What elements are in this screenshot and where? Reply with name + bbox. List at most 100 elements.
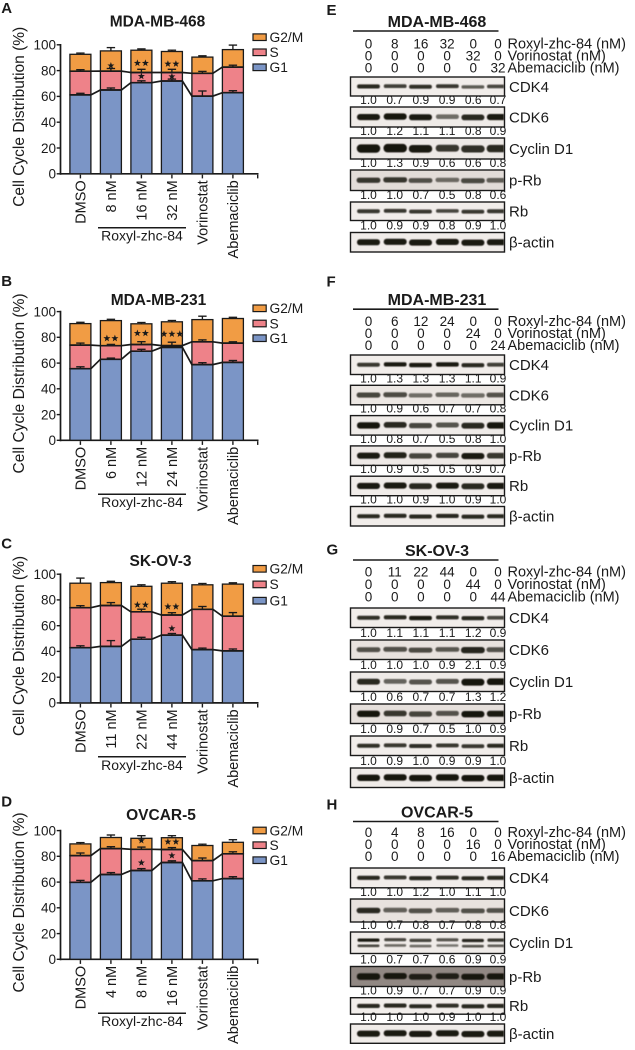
svg-text:1.0: 1.0 (490, 219, 507, 233)
svg-text:CDK4: CDK4 (509, 870, 549, 887)
svg-text:0: 0 (365, 48, 373, 63)
svg-text:β-actin: β-actin (509, 1026, 554, 1043)
svg-text:0: 0 (417, 577, 425, 592)
svg-text:S: S (270, 316, 279, 331)
svg-text:0: 0 (443, 577, 451, 592)
svg-text:1.0: 1.0 (490, 885, 507, 899)
svg-text:44 nM: 44 nM (165, 709, 181, 749)
svg-text:CDK4: CDK4 (509, 79, 549, 96)
svg-text:0.8: 0.8 (439, 219, 456, 233)
svg-text:G1: G1 (270, 853, 288, 868)
svg-text:C: C (1, 536, 12, 553)
svg-text:80: 80 (41, 849, 56, 864)
svg-text:0.7: 0.7 (439, 690, 456, 704)
svg-text:0: 0 (391, 48, 399, 63)
svg-text:Abemaciclib: Abemaciclib (226, 180, 242, 258)
svg-text:0.9: 0.9 (386, 462, 403, 476)
svg-text:A: A (1, 0, 12, 17)
svg-text:CDK4: CDK4 (509, 610, 549, 627)
svg-text:0: 0 (443, 60, 451, 75)
svg-text:0.9: 0.9 (490, 371, 507, 385)
svg-text:1.0: 1.0 (386, 658, 403, 672)
svg-text:0.7: 0.7 (386, 953, 403, 967)
svg-text:0.9: 0.9 (386, 722, 403, 736)
svg-text:MDA-MB-468: MDA-MB-468 (388, 14, 487, 31)
svg-text:0.8: 0.8 (465, 188, 482, 202)
svg-text:1.0: 1.0 (465, 1010, 482, 1024)
svg-text:80: 80 (41, 593, 56, 608)
svg-text:0.7: 0.7 (490, 462, 507, 476)
svg-text:4 nM: 4 nM (104, 966, 120, 998)
svg-text:0.9: 0.9 (386, 984, 403, 998)
svg-text:1.1: 1.1 (386, 626, 403, 640)
svg-text:0.7: 0.7 (386, 918, 403, 932)
svg-text:G2/M: G2/M (270, 823, 304, 838)
svg-text:1.1: 1.1 (439, 626, 456, 640)
svg-text:0: 0 (443, 338, 451, 353)
svg-text:0: 0 (365, 590, 373, 605)
svg-text:0.9: 0.9 (465, 493, 482, 507)
svg-text:SK-OV-3: SK-OV-3 (405, 543, 469, 560)
svg-text:0.9: 0.9 (490, 984, 507, 998)
svg-text:100: 100 (33, 567, 56, 582)
svg-text:1.0: 1.0 (413, 1010, 430, 1024)
svg-text:0.9: 0.9 (465, 462, 482, 476)
svg-text:24: 24 (490, 338, 506, 353)
svg-text:p-Rb: p-Rb (509, 969, 542, 986)
svg-text:0.9: 0.9 (386, 402, 403, 416)
svg-text:1.0: 1.0 (360, 885, 377, 899)
svg-text:0: 0 (365, 314, 373, 329)
svg-text:0: 0 (469, 825, 477, 840)
svg-text:0: 0 (443, 326, 451, 341)
svg-text:1.0: 1.0 (360, 918, 377, 932)
svg-text:1.0: 1.0 (360, 953, 377, 967)
svg-text:0: 0 (365, 837, 373, 852)
svg-text:OVCAR-5: OVCAR-5 (126, 807, 196, 824)
svg-text:1.0: 1.0 (360, 432, 377, 446)
svg-text:0: 0 (391, 338, 399, 353)
svg-text:1.0: 1.0 (360, 188, 377, 202)
svg-text:Cell Cycle Distribution (%): Cell Cycle Distribution (%) (11, 27, 28, 207)
svg-text:16: 16 (466, 837, 481, 852)
svg-text:Abemaciclib (nM): Abemaciclib (nM) (508, 849, 620, 865)
svg-text:44: 44 (466, 577, 482, 592)
svg-text:0.6: 0.6 (439, 953, 456, 967)
svg-text:1.0: 1.0 (386, 188, 403, 202)
svg-text:DMSO: DMSO (73, 966, 89, 1010)
svg-text:1.1: 1.1 (413, 124, 430, 138)
svg-text:44: 44 (440, 565, 456, 580)
svg-text:8: 8 (417, 825, 425, 840)
svg-text:1.0: 1.0 (360, 690, 377, 704)
svg-text:0: 0 (443, 590, 451, 605)
svg-text:1.0: 1.0 (360, 493, 377, 507)
svg-text:0: 0 (365, 326, 373, 341)
svg-text:0: 0 (469, 590, 477, 605)
svg-text:16 nM: 16 nM (134, 180, 150, 220)
svg-text:0.9: 0.9 (439, 754, 456, 768)
svg-text:0.8: 0.8 (490, 402, 507, 416)
svg-text:Cell Cycle Distribution (%): Cell Cycle Distribution (%) (11, 812, 28, 992)
svg-text:32 nM: 32 nM (165, 180, 181, 220)
svg-text:0.8: 0.8 (465, 918, 482, 932)
svg-text:0.8: 0.8 (386, 432, 403, 446)
svg-text:1.0: 1.0 (360, 754, 377, 768)
svg-text:1.0: 1.0 (490, 754, 507, 768)
svg-text:1.3: 1.3 (386, 156, 403, 170)
svg-text:0.9: 0.9 (490, 626, 507, 640)
svg-text:0: 0 (469, 60, 477, 75)
svg-text:1.0: 1.0 (360, 124, 377, 138)
svg-text:16: 16 (440, 825, 455, 840)
svg-text:Vorinostat (nM): Vorinostat (nM) (508, 837, 606, 853)
svg-text:0.8: 0.8 (490, 156, 507, 170)
svg-text:1.0: 1.0 (360, 1010, 377, 1024)
svg-text:40: 40 (41, 382, 56, 397)
svg-text:0.6: 0.6 (386, 690, 403, 704)
svg-text:0.9: 0.9 (439, 1010, 456, 1024)
svg-text:Rb: Rb (509, 204, 528, 221)
svg-text:Abemaciclib (nM): Abemaciclib (nM) (508, 338, 620, 354)
svg-text:0: 0 (365, 825, 373, 840)
svg-text:0.9: 0.9 (465, 219, 482, 233)
svg-text:100: 100 (33, 304, 56, 319)
svg-text:1.3: 1.3 (386, 371, 403, 385)
svg-text:0: 0 (417, 849, 425, 864)
